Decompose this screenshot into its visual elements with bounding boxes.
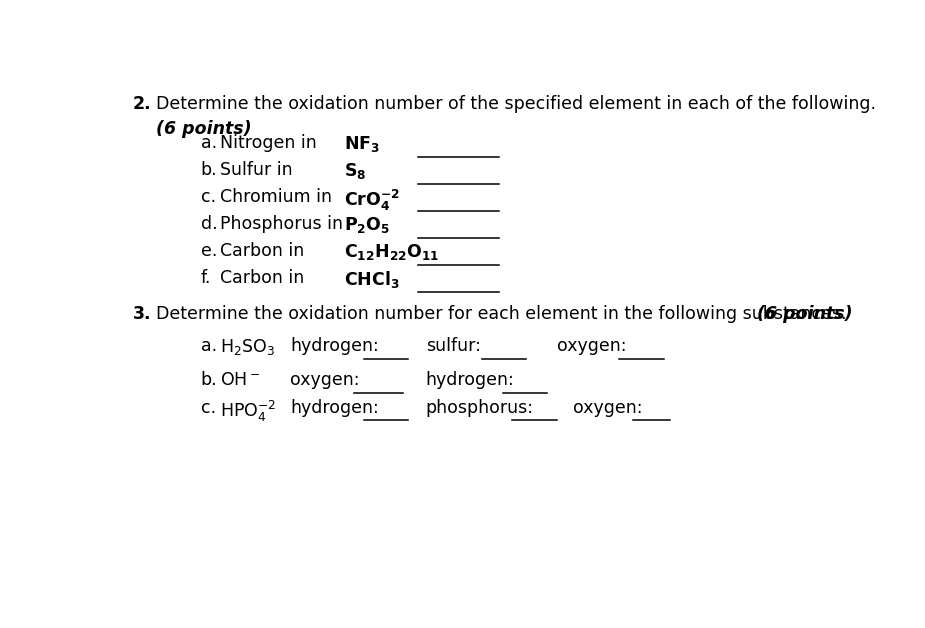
Text: a.: a.	[201, 134, 217, 152]
Text: Phosphorus in: Phosphorus in	[220, 215, 349, 233]
Text: d.: d.	[201, 215, 217, 233]
Text: Chromium in: Chromium in	[220, 188, 338, 206]
Text: (6 points): (6 points)	[758, 305, 853, 323]
Text: b.: b.	[201, 371, 217, 389]
Text: Carbon in: Carbon in	[220, 242, 310, 260]
Text: $\mathbf{CHCl_3}$: $\mathbf{CHCl_3}$	[344, 269, 400, 290]
Text: hydrogen:: hydrogen:	[290, 337, 378, 355]
Text: f.: f.	[201, 269, 211, 286]
Text: b.: b.	[201, 161, 217, 179]
Text: Nitrogen in: Nitrogen in	[220, 134, 323, 152]
Text: 2.: 2.	[132, 95, 152, 114]
Text: $\mathrm{HPO_4^{-2}}$: $\mathrm{HPO_4^{-2}}$	[220, 399, 277, 424]
Text: sulfur:: sulfur:	[426, 337, 480, 355]
Text: $\mathbf{P_2O_5}$: $\mathbf{P_2O_5}$	[344, 215, 390, 235]
Text: Determine the oxidation number for each element in the following substances.: Determine the oxidation number for each …	[156, 305, 846, 323]
Text: Determine the oxidation number of the specified element in each of the following: Determine the oxidation number of the sp…	[156, 95, 876, 114]
Text: c.: c.	[201, 188, 216, 206]
Text: $\mathbf{NF_3}$: $\mathbf{NF_3}$	[344, 134, 380, 154]
Text: $\mathrm{OH^-}$: $\mathrm{OH^-}$	[220, 371, 261, 389]
Text: $\mathbf{CrO_4^{-2}}$: $\mathbf{CrO_4^{-2}}$	[344, 188, 401, 213]
Text: oxygen:: oxygen:	[558, 337, 627, 355]
Text: oxygen:: oxygen:	[290, 371, 360, 389]
Text: oxygen:: oxygen:	[573, 399, 642, 417]
Text: $\mathbf{C_{12}H_{22}O_{11}}$: $\mathbf{C_{12}H_{22}O_{11}}$	[344, 242, 439, 262]
Text: c.: c.	[201, 399, 216, 417]
Text: phosphorus:: phosphorus:	[426, 399, 534, 417]
Text: Carbon in: Carbon in	[220, 269, 310, 286]
Text: e.: e.	[201, 242, 217, 260]
Text: $\mathrm{H_2SO_3}$: $\mathrm{H_2SO_3}$	[220, 337, 276, 357]
Text: (6 points): (6 points)	[156, 120, 252, 138]
Text: $\mathbf{S_8}$: $\mathbf{S_8}$	[344, 161, 366, 181]
Text: hydrogen:: hydrogen:	[290, 399, 378, 417]
Text: Sulfur in: Sulfur in	[220, 161, 299, 179]
Text: hydrogen:: hydrogen:	[426, 371, 514, 389]
Text: a.: a.	[201, 337, 217, 355]
Text: 3.: 3.	[132, 305, 151, 323]
